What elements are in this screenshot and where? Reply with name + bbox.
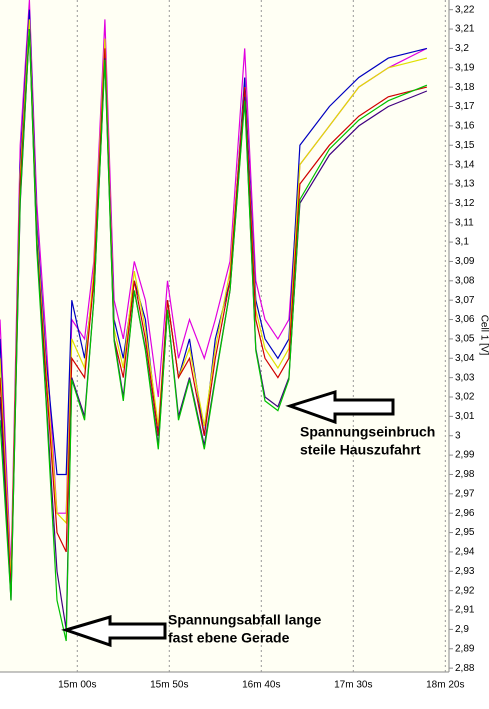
y-tick-label: 3,15 — [455, 140, 475, 151]
annotation: steile Hauszufahrt — [300, 442, 421, 458]
y-tick-label: 2,97 — [455, 488, 475, 499]
y-tick-label: 2,9 — [455, 624, 469, 635]
y-tick-label: 2,88 — [455, 663, 475, 674]
y-tick-label: 2,93 — [455, 566, 475, 577]
y-tick-label: 3,04 — [455, 353, 475, 364]
y-tick-label: 3,08 — [455, 275, 475, 286]
y-axis-label: Cell 1 [V] — [478, 315, 489, 356]
series-line — [0, 28, 428, 591]
y-tick-label: 2,89 — [455, 643, 475, 654]
y-tick-label: 2,95 — [455, 527, 475, 538]
arrow — [61, 614, 167, 648]
annotation: fast ebene Gerade — [168, 630, 290, 646]
y-tick-label: 3,07 — [455, 295, 475, 306]
arrow — [285, 389, 395, 425]
series-line — [0, 28, 428, 642]
y-tick-label: 3,01 — [455, 411, 475, 422]
series-line — [0, 19, 428, 582]
x-tick-label: 15m 00s — [58, 680, 96, 691]
y-tick-label: 3,13 — [455, 179, 475, 190]
y-tick-label: 3,19 — [455, 62, 475, 73]
y-tick-label: 3,2 — [455, 43, 469, 54]
y-tick-label: 2,98 — [455, 469, 475, 480]
y-tick-label: 3 — [455, 430, 461, 441]
y-tick-label: 2,91 — [455, 605, 475, 616]
y-tick-label: 2,96 — [455, 508, 475, 519]
y-tick-label: 2,94 — [455, 547, 475, 558]
annotation: Spannungseinbruch — [300, 424, 435, 440]
y-tick-label: 3,22 — [455, 4, 475, 15]
y-tick-label: 3,06 — [455, 314, 475, 325]
x-tick-label: 18m 20s — [426, 680, 464, 691]
x-tick-label: 15m 50s — [150, 680, 188, 691]
y-tick-label: 3,21 — [455, 24, 475, 35]
x-tick-label: 16m 40s — [242, 680, 280, 691]
y-tick-label: 2,99 — [455, 450, 475, 461]
y-tick-label: 3,09 — [455, 256, 475, 267]
y-tick-label: 3,12 — [455, 198, 475, 209]
y-tick-label: 3,03 — [455, 372, 475, 383]
y-tick-label: 3,14 — [455, 159, 475, 170]
y-tick-label: 3,1 — [455, 237, 469, 248]
y-tick-label: 3,16 — [455, 121, 475, 132]
y-tick-label: 3,05 — [455, 334, 475, 345]
x-tick-label: 17m 30s — [334, 680, 372, 691]
y-tick-label: 2,92 — [455, 585, 475, 596]
plot-area — [0, 0, 449, 672]
y-tick-label: 3,02 — [455, 392, 475, 403]
y-tick-label: 3,11 — [455, 217, 474, 228]
y-tick-label: 3,17 — [455, 101, 475, 112]
y-tick-label: 3,18 — [455, 82, 475, 93]
annotation: Spannungsabfall lange — [168, 612, 321, 628]
